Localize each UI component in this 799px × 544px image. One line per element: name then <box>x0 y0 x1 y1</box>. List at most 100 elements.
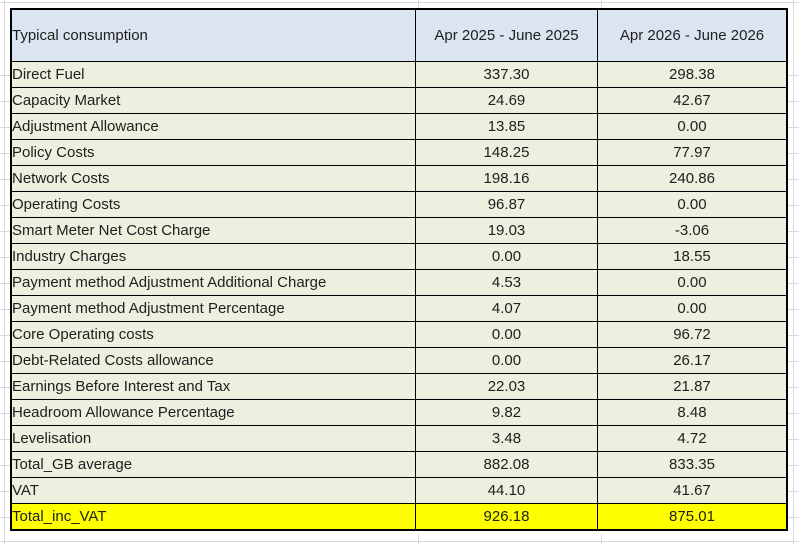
sheet-gridline <box>0 257 10 258</box>
sheet-gridline <box>0 387 10 388</box>
table-row: Operating Costs 96.87 0.00 <box>10 191 788 218</box>
row-label-cell[interactable]: Debt-Related Costs allowance <box>10 347 416 374</box>
value-2026-cell[interactable]: 42.67 <box>597 87 788 114</box>
row-label-cell[interactable]: Smart Meter Net Cost Charge <box>10 217 416 244</box>
row-label-cell[interactable]: Industry Charges <box>10 243 416 270</box>
sheet-gridline <box>601 0 602 8</box>
value-2025-cell[interactable]: 3.48 <box>415 425 598 452</box>
table-row: Policy Costs 148.25 77.97 <box>10 139 788 166</box>
sheet-gridline <box>0 179 10 180</box>
row-label-cell[interactable]: VAT <box>10 477 416 504</box>
sheet-gridline <box>0 75 10 76</box>
sheet-gridline <box>0 413 10 414</box>
row-label-cell[interactable]: Adjustment Allowance <box>10 113 416 140</box>
value-2025-cell[interactable]: 337.30 <box>415 61 598 88</box>
value-2025-cell[interactable]: 4.53 <box>415 269 598 296</box>
sheet-gridline <box>418 534 419 544</box>
sheet-gridline <box>788 439 799 440</box>
sheet-gridline <box>0 283 10 284</box>
value-2025-cell[interactable]: 0.00 <box>415 347 598 374</box>
table-row: Headroom Allowance Percentage 9.82 8.48 <box>10 399 788 426</box>
row-label-cell[interactable]: Headroom Allowance Percentage <box>10 399 416 426</box>
sheet-gridline <box>0 231 10 232</box>
value-2026-cell[interactable]: 26.17 <box>597 347 788 374</box>
row-label-cell[interactable]: Policy Costs <box>10 139 416 166</box>
sheet-gridline <box>0 2 799 3</box>
value-2025-cell[interactable]: 926.18 <box>415 503 598 531</box>
row-label-cell[interactable]: Payment method Adjustment Percentage <box>10 295 416 322</box>
value-2026-cell[interactable]: 4.72 <box>597 425 788 452</box>
sheet-gridline <box>0 309 10 310</box>
value-2025-cell[interactable]: 96.87 <box>415 191 598 218</box>
table-row: Network Costs 198.16 240.86 <box>10 165 788 192</box>
header-cell-typical-consumption[interactable]: Typical consumption <box>10 8 416 62</box>
sheet-gridline <box>788 153 799 154</box>
value-2026-cell[interactable]: 0.00 <box>597 269 788 296</box>
value-2026-cell[interactable]: 96.72 <box>597 321 788 348</box>
row-label-cell[interactable]: Core Operating costs <box>10 321 416 348</box>
sheet-gridline <box>788 465 799 466</box>
value-2025-cell[interactable]: 148.25 <box>415 139 598 166</box>
table-row: Direct Fuel 337.30 298.38 <box>10 61 788 88</box>
sheet-gridline <box>788 205 799 206</box>
sheet-gridline <box>4 0 5 544</box>
row-label-cell[interactable]: Direct Fuel <box>10 61 416 88</box>
row-label-cell[interactable]: Total_inc_VAT <box>10 503 416 531</box>
sheet-gridline <box>0 361 10 362</box>
sheet-gridline <box>793 0 794 544</box>
value-2026-cell[interactable]: 8.48 <box>597 399 788 426</box>
value-2025-cell[interactable]: 882.08 <box>415 451 598 478</box>
total-row: Total_inc_VAT 926.18 875.01 <box>10 503 788 531</box>
sheet-gridline <box>788 361 799 362</box>
value-2026-cell[interactable]: 18.55 <box>597 243 788 270</box>
value-2026-cell[interactable]: 77.97 <box>597 139 788 166</box>
sheet-gridline <box>788 231 799 232</box>
table-row: Earnings Before Interest and Tax 22.03 21.… <box>10 373 788 400</box>
value-2025-cell[interactable]: 4.07 <box>415 295 598 322</box>
row-label-cell[interactable]: Capacity Market <box>10 87 416 114</box>
table-row: Payment method Adjustment Additional Cha… <box>10 269 788 296</box>
sheet-gridline <box>0 205 10 206</box>
value-2025-cell[interactable]: 44.10 <box>415 477 598 504</box>
header-row: Typical consumption Apr 2025 - June 2025… <box>10 8 788 62</box>
header-cell-apr-2026-june-2026[interactable]: Apr 2026 - June 2026 <box>597 8 788 62</box>
row-label-cell[interactable]: Levelisation <box>10 425 416 452</box>
value-2026-cell[interactable]: 833.35 <box>597 451 788 478</box>
value-2025-cell[interactable]: 9.82 <box>415 399 598 426</box>
value-2026-cell[interactable]: 41.67 <box>597 477 788 504</box>
value-2025-cell[interactable]: 22.03 <box>415 373 598 400</box>
sheet-gridline <box>788 127 799 128</box>
value-2025-cell[interactable]: 24.69 <box>415 87 598 114</box>
row-label-cell[interactable]: Total_GB average <box>10 451 416 478</box>
sheet-gridline <box>0 465 10 466</box>
value-2025-cell[interactable]: 0.00 <box>415 243 598 270</box>
value-2026-cell[interactable]: 0.00 <box>597 191 788 218</box>
value-2026-cell[interactable]: 0.00 <box>597 295 788 322</box>
value-2025-cell[interactable]: 0.00 <box>415 321 598 348</box>
value-2026-cell[interactable]: 875.01 <box>597 503 788 531</box>
sheet-gridline <box>0 517 10 518</box>
sheet-gridline <box>788 413 799 414</box>
consumption-table: Typical consumption Apr 2025 - June 2025… <box>10 8 788 531</box>
table-row: Industry Charges 0.00 18.55 <box>10 243 788 270</box>
sheet-gridline <box>418 0 419 8</box>
value-2026-cell[interactable]: 21.87 <box>597 373 788 400</box>
row-label-cell[interactable]: Payment method Adjustment Additional Cha… <box>10 269 416 296</box>
row-label-cell[interactable]: Network Costs <box>10 165 416 192</box>
table-row: Levelisation 3.48 4.72 <box>10 425 788 452</box>
value-2026-cell[interactable]: -3.06 <box>597 217 788 244</box>
value-2026-cell[interactable]: 0.00 <box>597 113 788 140</box>
sheet-gridline <box>788 101 799 102</box>
value-2025-cell[interactable]: 19.03 <box>415 217 598 244</box>
header-cell-apr-2025-june-2025[interactable]: Apr 2025 - June 2025 <box>415 8 598 62</box>
table-row: Adjustment Allowance 13.85 0.00 <box>10 113 788 140</box>
sheet-gridline <box>601 534 602 544</box>
value-2026-cell[interactable]: 240.86 <box>597 165 788 192</box>
value-2026-cell[interactable]: 298.38 <box>597 61 788 88</box>
sheet-gridline <box>0 335 10 336</box>
row-label-cell[interactable]: Operating Costs <box>10 191 416 218</box>
value-2025-cell[interactable]: 198.16 <box>415 165 598 192</box>
table-row: Capacity Market 24.69 42.67 <box>10 87 788 114</box>
value-2025-cell[interactable]: 13.85 <box>415 113 598 140</box>
row-label-cell[interactable]: Earnings Before Interest and Tax <box>10 373 416 400</box>
